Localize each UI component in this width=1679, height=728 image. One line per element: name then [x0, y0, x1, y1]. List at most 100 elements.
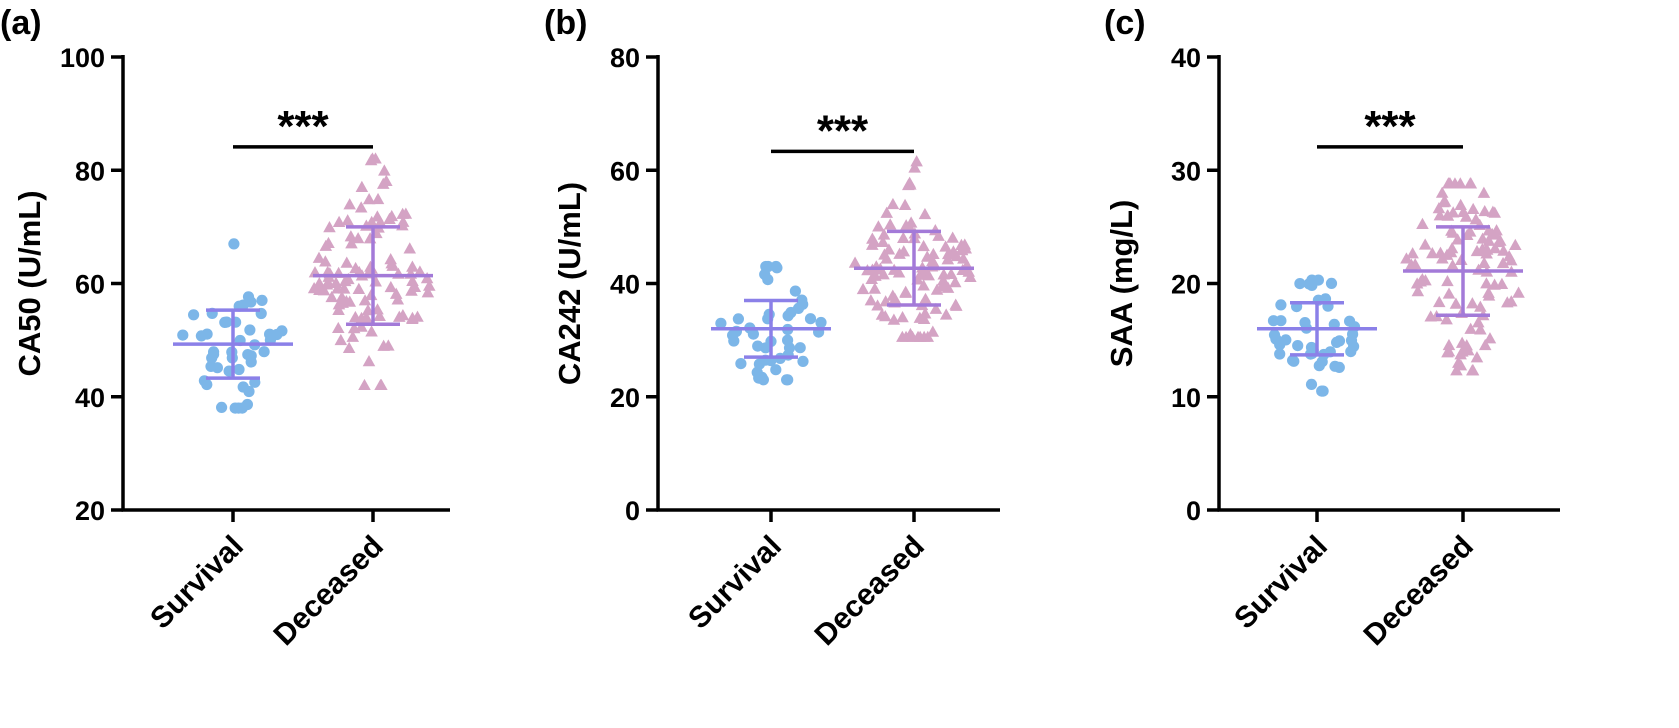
- data-point-deceased: [1480, 277, 1493, 289]
- data-point-deceased: [340, 256, 354, 268]
- data-point-deceased: [403, 242, 417, 254]
- x-category-label: Deceased: [1358, 530, 1480, 652]
- data-point-deceased: [897, 231, 910, 243]
- data-point-survival: [216, 401, 228, 413]
- data-point-deceased: [358, 294, 372, 306]
- data-point-deceased: [922, 269, 935, 281]
- data-point-deceased: [1512, 286, 1525, 298]
- data-point-deceased: [1480, 243, 1494, 255]
- data-point-deceased: [1446, 226, 1460, 238]
- data-point-deceased: [319, 239, 333, 251]
- panel-label: (c): [1104, 4, 1146, 42]
- data-point-survival: [763, 308, 775, 320]
- data-point-survival: [1333, 335, 1346, 347]
- data-point-deceased: [1488, 242, 1502, 254]
- data-point-deceased: [1442, 338, 1456, 351]
- data-point-deceased: [869, 269, 882, 281]
- data-point-deceased: [1470, 351, 1484, 363]
- data-point-survival: [782, 334, 794, 346]
- data-point-deceased: [343, 295, 357, 307]
- data-point-survival: [1345, 346, 1357, 358]
- data-point-deceased: [1482, 289, 1496, 301]
- data-point-survival: [233, 402, 245, 414]
- data-point-deceased: [1476, 232, 1489, 244]
- data-point-deceased: [904, 178, 917, 190]
- data-point-deceased: [373, 309, 386, 322]
- data-point-deceased: [1444, 246, 1458, 258]
- data-point-deceased: [919, 292, 932, 304]
- data-point-deceased: [1440, 313, 1453, 325]
- data-point-survival: [1287, 354, 1299, 366]
- data-point-survival: [1333, 361, 1345, 373]
- data-point-deceased: [1408, 258, 1422, 270]
- data-point-deceased: [355, 180, 369, 192]
- data-point-deceased: [320, 278, 334, 290]
- data-point-deceased: [354, 201, 368, 213]
- data-point-survival: [208, 348, 220, 360]
- data-point-deceased: [331, 282, 344, 294]
- data-point-deceased: [1474, 323, 1487, 335]
- data-point-deceased: [1441, 274, 1454, 287]
- data-point-survival: [804, 313, 817, 325]
- data-point-survival: [1275, 315, 1287, 327]
- data-point-deceased: [371, 210, 384, 222]
- data-point-deceased: [391, 293, 405, 305]
- data-point-deceased: [1464, 322, 1477, 334]
- data-point-deceased: [406, 274, 419, 286]
- data-point-deceased: [939, 280, 953, 292]
- y-axis-label: CA242 (U/mL): [552, 182, 587, 385]
- data-point-survival: [732, 313, 745, 325]
- significance-stars: ***: [277, 102, 329, 151]
- data-point-deceased: [1433, 209, 1447, 221]
- data-point-deceased: [1469, 213, 1483, 225]
- panel-3: (c) 0 10 20 30 40 SAA (mg/L) Survival Deceased **…: [1104, 4, 1560, 652]
- data-point-deceased: [948, 276, 962, 288]
- data-point-deceased: [1477, 256, 1491, 269]
- y-tick-label: 0: [625, 496, 640, 526]
- data-point-deceased: [384, 280, 398, 293]
- data-point-survival: [237, 381, 249, 393]
- data-point-deceased: [904, 216, 918, 228]
- data-point-survival: [244, 324, 256, 336]
- data-point-deceased: [352, 282, 366, 295]
- data-point-survival: [770, 364, 782, 376]
- data-point-deceased: [1442, 287, 1456, 299]
- data-point-deceased: [908, 161, 921, 173]
- data-point-deceased: [866, 232, 879, 244]
- data-point-survival: [756, 371, 768, 383]
- data-point-survival: [256, 294, 268, 306]
- data-point-deceased: [378, 164, 391, 176]
- data-point-survival: [789, 285, 802, 297]
- y-tick-label: 20: [610, 383, 640, 413]
- y-tick-label: 100: [60, 43, 105, 73]
- data-point-deceased: [329, 276, 343, 289]
- data-point-survival: [205, 360, 217, 372]
- data-point-deceased: [406, 260, 419, 272]
- data-point-deceased: [332, 303, 345, 315]
- data-point-deceased: [334, 333, 348, 346]
- data-point-survival: [245, 350, 257, 362]
- data-point-deceased: [904, 327, 917, 340]
- data-point-deceased: [313, 277, 326, 289]
- data-point-deceased: [1432, 201, 1446, 214]
- data-point-deceased: [413, 265, 427, 277]
- data-point-deceased: [1494, 234, 1507, 246]
- y-tick-label: 80: [610, 43, 640, 73]
- data-point-deceased: [361, 303, 375, 316]
- data-point-survival: [201, 328, 213, 340]
- data-point-deceased: [896, 310, 909, 323]
- data-point-deceased: [1474, 300, 1487, 312]
- data-point-deceased: [319, 255, 332, 267]
- data-point-deceased: [929, 302, 943, 314]
- data-point-deceased: [1478, 204, 1491, 217]
- data-point-deceased: [918, 207, 932, 220]
- data-point-deceased: [384, 253, 397, 265]
- data-point-survival: [228, 238, 240, 250]
- data-point-deceased: [1416, 217, 1429, 230]
- data-point-deceased: [864, 294, 878, 306]
- x-category-label: Deceased: [809, 530, 931, 652]
- data-point-deceased: [899, 286, 912, 298]
- data-point-deceased: [1406, 247, 1419, 259]
- data-point-deceased: [1432, 295, 1446, 308]
